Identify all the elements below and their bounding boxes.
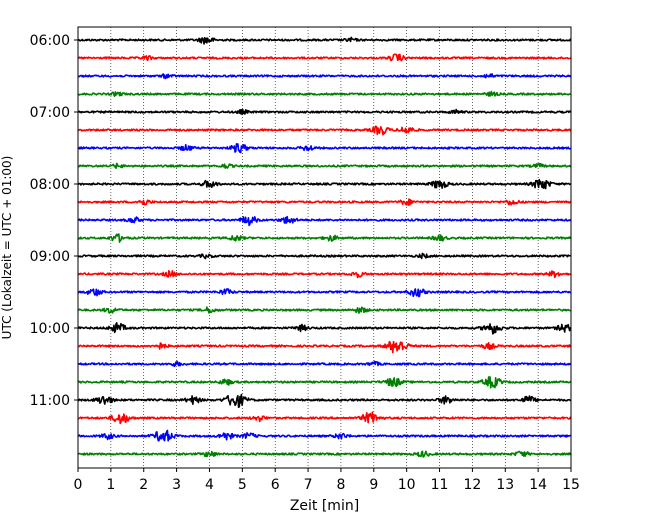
y-tick-label: 08:00	[30, 177, 70, 193]
y-tick-label: 09:00	[30, 249, 70, 265]
trace-0915	[77, 270, 572, 279]
trace-1100	[77, 393, 572, 408]
y-tick-label: 11:00	[30, 393, 70, 409]
trace-1130	[77, 429, 572, 442]
trace-0845	[77, 233, 572, 243]
trace-0715	[77, 125, 572, 136]
trace-1000	[77, 322, 572, 335]
x-tick-label: 13	[496, 477, 514, 493]
trace-1045	[77, 376, 572, 389]
trace-1145	[77, 450, 572, 458]
x-tick-label: 14	[529, 477, 547, 493]
trace-0745	[77, 162, 572, 170]
x-tick-label: 11	[431, 477, 449, 493]
x-tick-label: 10	[398, 477, 416, 493]
trace-0830	[77, 215, 572, 227]
x-tick-label: 1	[106, 477, 115, 493]
trace-0700	[77, 108, 572, 116]
x-tick-label: 15	[562, 477, 580, 493]
trace-0930	[77, 287, 572, 298]
trace-1015	[77, 340, 572, 354]
x-tick-label: 0	[74, 477, 83, 493]
trace-0630	[77, 73, 572, 80]
seismic-traces	[77, 36, 572, 458]
trace-0615	[77, 53, 572, 62]
trace-1030	[77, 360, 572, 368]
x-tick-label: 9	[369, 477, 378, 493]
x-axis-ticks: 0 1 2 3 4 5 6 7 8 9 10 11 12 13 14 15	[74, 468, 580, 493]
trace-0945	[77, 306, 572, 314]
trace-0800	[77, 178, 572, 190]
plot-area-frame	[77, 26, 572, 469]
trace-0600	[77, 36, 572, 45]
trace-1115	[77, 411, 572, 425]
y-axis-ticks: 06:00 07:00 08:00 09:00 10:00 11:00	[30, 33, 78, 409]
x-tick-label: 8	[336, 477, 345, 493]
trace-0815	[77, 198, 572, 206]
x-tick-label: 12	[463, 477, 481, 493]
x-tick-label: 5	[238, 477, 247, 493]
trace-0645	[77, 90, 572, 97]
x-axis-label: Zeit [min]	[290, 498, 359, 514]
trace-0900	[77, 252, 572, 260]
x-tick-label: 2	[139, 477, 148, 493]
x-tick-label: 6	[271, 477, 280, 493]
y-axis-label: UTC (Lokalzeit = UTC + 01:00)	[0, 156, 14, 340]
trace-0730	[77, 143, 572, 154]
x-tick-label: 4	[205, 477, 214, 493]
x-tick-label: 7	[304, 477, 313, 493]
x-tick-label: 3	[172, 477, 181, 493]
y-tick-label: 06:00	[30, 33, 70, 49]
y-tick-label: 07:00	[30, 105, 70, 121]
y-tick-label: 10:00	[30, 321, 70, 337]
